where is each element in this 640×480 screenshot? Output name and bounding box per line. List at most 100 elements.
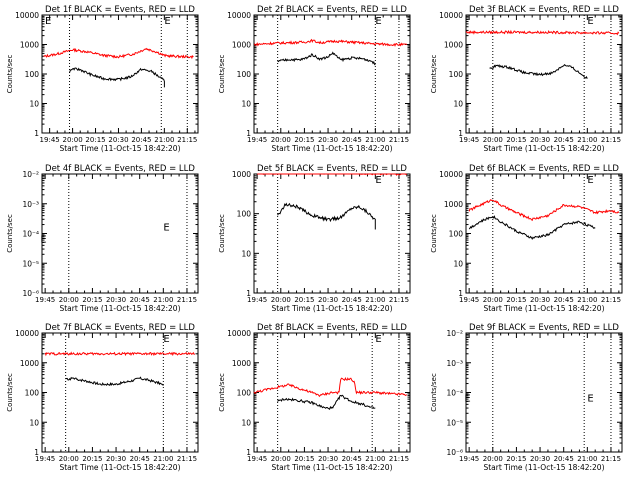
lld-series-line (257, 173, 408, 176)
panel-det-4f: Det 4f BLACK = Events, RED = LLD 10⁻⁶ 10⁻⁵… (6, 164, 199, 313)
x-axis-label: Start Time (11-Oct-15 18:42:20) (59, 304, 180, 313)
x-tick-label: 20:45 (554, 296, 574, 304)
x-tick-label: 21:15 (389, 136, 409, 144)
x-tick-label: 20:30 (530, 296, 550, 304)
x-tick-label: 21:00 (153, 455, 173, 463)
y-tick-label: 10 (29, 100, 39, 109)
y-tick-label: 100 (449, 70, 464, 79)
y-tick-label: 10⁻² (446, 329, 463, 338)
y-axis-label: Counts/sec (430, 373, 438, 412)
plot-frame (41, 332, 199, 453)
x-tick-label: 19:45 (459, 296, 479, 304)
panel-det-7f: Det 7f BLACK = Events, RED = LLD 1 10 100 10… (6, 323, 199, 472)
y-tick-label: 100 (237, 210, 252, 219)
y-tick-label: 1 (34, 448, 39, 457)
x-tick-label: 20:45 (554, 455, 574, 463)
y-tick-label: 1000 (20, 359, 39, 368)
x-tick-label: 21:00 (577, 296, 597, 304)
x-axis-label: Start Time (11-Oct-15 18:42:20) (59, 463, 180, 472)
x-tick-label: 20:00 (483, 296, 503, 304)
x-tick-label: 20:15 (294, 455, 314, 463)
x-tick-label: 20:15 (506, 455, 526, 463)
events-series-line (277, 51, 376, 66)
x-tick-label: 21:15 (389, 455, 409, 463)
flag-label: E (464, 394, 470, 405)
y-tick-label: 1 (246, 129, 251, 138)
x-tick-label: 20:15 (85, 136, 105, 144)
y-tick-label: 100 (25, 389, 40, 398)
y-tick-label: 100 (25, 70, 40, 79)
x-tick-label: 20:15 (294, 296, 314, 304)
y-tick-label: 1000 (444, 41, 463, 50)
x-tick-label: 19:45 (40, 136, 60, 144)
x-tick-label: 20:30 (530, 455, 550, 463)
x-tick-label: 21:00 (365, 296, 385, 304)
y-axis-label: Counts/sec (6, 373, 14, 412)
y-tick-label: 1000 (232, 359, 251, 368)
x-tick-label: 20:45 (130, 455, 150, 463)
x-tick-label: 20:15 (506, 136, 526, 144)
y-tick-label: 10⁻⁶ (22, 289, 39, 298)
x-tick-label: 19:45 (35, 296, 55, 304)
x-tick-label: 20:15 (506, 296, 526, 304)
y-tick-label: 10⁻³ (446, 359, 463, 368)
x-tick-label: 20:30 (318, 136, 338, 144)
x-tick-label: 21:00 (577, 455, 597, 463)
y-tick-label: 10 (241, 100, 251, 109)
x-tick-label: 19:45 (247, 296, 267, 304)
y-tick-label: 1 (34, 129, 39, 138)
plot-frame (253, 173, 411, 294)
y-tick-label: 1 (246, 448, 251, 457)
y-tick-label: 10⁻⁵ (22, 259, 39, 268)
plot-frame (41, 173, 199, 294)
panel-det-6f: Det 6f BLACK = Events, RED = LLD 1 10 100 10… (430, 164, 623, 313)
flag-label: E (587, 16, 593, 27)
plot-frame (465, 173, 623, 294)
x-tick-label: 20:30 (106, 296, 126, 304)
events-series-line (65, 376, 164, 387)
y-tick-label: 1 (458, 129, 463, 138)
lld-series-line (253, 377, 408, 398)
y-axis-label: Counts/sec (218, 214, 226, 253)
y-tick-label: 1 (458, 289, 463, 298)
x-tick-label: 19:45 (459, 136, 479, 144)
x-tick-label: 21:00 (365, 455, 385, 463)
plot-frame (253, 14, 411, 134)
y-tick-label: 1 (246, 289, 251, 298)
events-series-line (468, 215, 596, 240)
y-tick-label: 10000 (227, 11, 251, 20)
y-tick-label: 10000 (15, 329, 39, 338)
y-tick-label: 10 (453, 259, 463, 268)
y-tick-label: 1000 (232, 41, 251, 50)
panel-det-8f: Det 8f BLACK = Events, RED = LLD 1 10 100 10… (218, 323, 411, 472)
x-tick-label: 20:00 (62, 136, 82, 144)
x-tick-label: 20:00 (271, 455, 291, 463)
x-tick-label: 20:30 (318, 455, 338, 463)
x-tick-label: 20:45 (342, 455, 362, 463)
x-axis-label: Start Time (11-Oct-15 18:42:20) (483, 304, 604, 313)
panel-title: Det 2f BLACK = Events, RED = LLD (257, 5, 407, 15)
x-tick-label: 19:45 (247, 136, 267, 144)
lld-series-line (465, 29, 620, 36)
y-tick-label: 10000 (15, 11, 39, 20)
y-tick-label: 100 (449, 230, 464, 239)
x-tick-label: 20:45 (554, 136, 574, 144)
panel-title: Det 4f BLACK = Events, RED = LLD (45, 164, 195, 174)
x-tick-label: 20:30 (530, 136, 550, 144)
y-tick-label: 10⁻⁴ (446, 389, 463, 398)
flag-label: E (375, 16, 381, 27)
panel-title: Det 5f BLACK = Events, RED = LLD (257, 164, 407, 174)
x-tick-label: 20:15 (294, 136, 314, 144)
events-series-line (277, 394, 376, 410)
lld-series-line (43, 47, 194, 60)
flag-label: E (375, 175, 381, 186)
x-tick-label: 21:15 (601, 296, 621, 304)
x-axis-label: Start Time (11-Oct-15 18:42:20) (271, 144, 392, 153)
y-tick-label: 10⁻⁴ (22, 230, 39, 239)
x-axis-label: Start Time (11-Oct-15 18:42:20) (271, 304, 392, 313)
y-tick-label: 10 (29, 418, 39, 427)
events-series-line (69, 67, 165, 88)
y-tick-label: 10⁻² (22, 170, 39, 179)
x-tick-label: 20:45 (131, 136, 151, 144)
